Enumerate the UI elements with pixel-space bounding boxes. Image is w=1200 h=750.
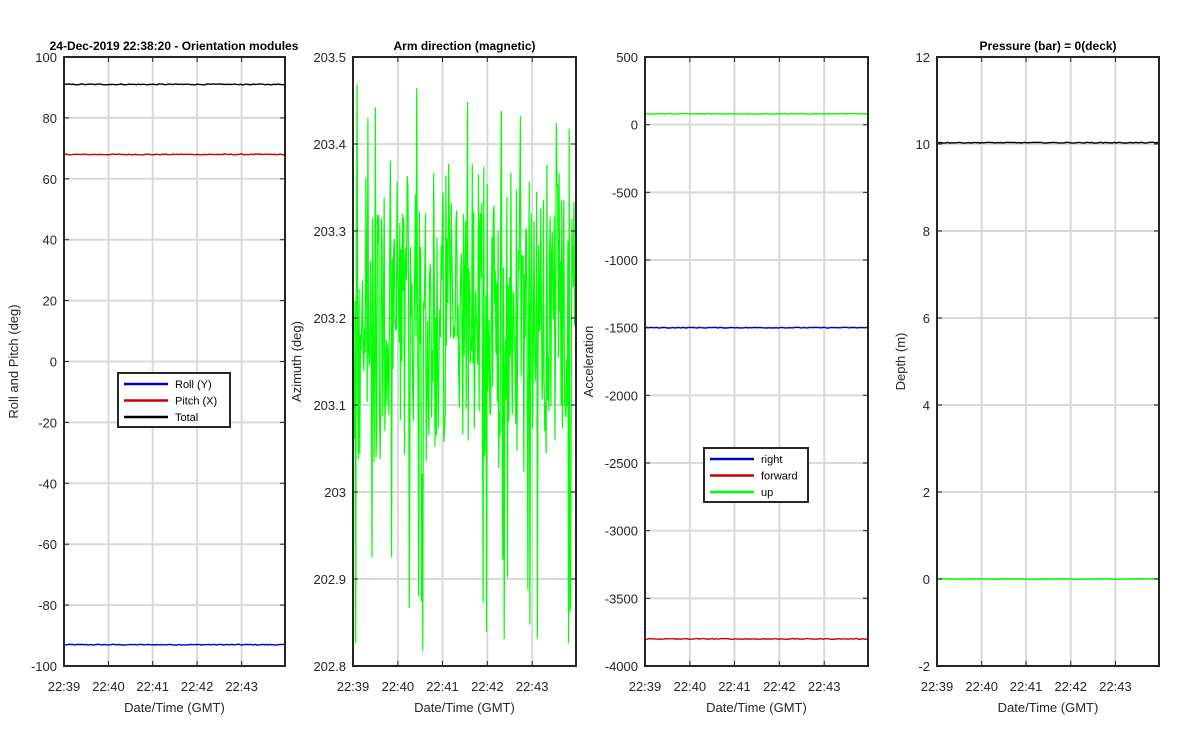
legend-label: right (761, 454, 782, 466)
roll-pitch-panel: -100 -80 -60 -40 -20 0 20 40 60 80 100 22:39 22:40 22… (6, 50, 286, 715)
y-tick-label: 12 (916, 50, 930, 65)
y-tick-label: 203.1 (313, 398, 346, 413)
x-tick-label: 22:40 (92, 679, 125, 694)
x-axis-label: Date/Time (GMT) (706, 700, 807, 715)
x-tick-label: 22:40 (965, 679, 998, 694)
y-tick-label: -2500 (605, 456, 638, 471)
series-line-s1 (936, 577, 1160, 581)
y-axis-label: Azimuth (deg) (289, 321, 304, 402)
x-tick-label: 22:41 (136, 679, 169, 694)
y-tick-label: -100 (31, 659, 57, 674)
x-tick-label: 22:39 (337, 679, 370, 694)
y-tick-label: 203 (324, 485, 346, 500)
series-line-forward (644, 637, 869, 641)
x-tick-label: 22:41 (718, 679, 751, 694)
plot-area (353, 57, 576, 666)
y-tick-label: 40 (43, 233, 57, 248)
y-tick-label: 20 (43, 294, 57, 309)
y-tick-label: 500 (616, 50, 638, 65)
y-tick-label: -2000 (605, 388, 638, 403)
y-tick-label: 2 (923, 485, 930, 500)
x-tick-label: 22:40 (382, 679, 415, 694)
y-axis-label: Roll and Pitch (deg) (6, 304, 21, 418)
y-tick-label: -20 (38, 415, 57, 430)
pressure-depth-panel: -2 0 2 4 6 8 10 12 22:39 22:40 22:41 22:42 22:43Date… (893, 39, 1160, 715)
y-tick-label: 202.8 (313, 659, 346, 674)
y-tick-label: -4000 (605, 659, 638, 674)
y-tick-label: -1000 (605, 253, 638, 268)
y-tick-label: 80 (43, 111, 57, 126)
plot-area (645, 57, 868, 666)
series-line-s0 (936, 141, 1160, 144)
x-tick-label: 22:39 (921, 679, 954, 694)
y-tick-label: 8 (923, 224, 930, 239)
y-tick-label: 203.2 (313, 311, 346, 326)
y-tick-label: -500 (612, 185, 638, 200)
axes-frame (644, 56, 869, 667)
x-tick-label: 22:43 (516, 679, 549, 694)
series-line-total (63, 83, 286, 86)
x-axis-label: Date/Time (GMT) (414, 700, 515, 715)
y-tick-label: 60 (43, 172, 57, 187)
axes-frame (352, 56, 577, 667)
legend: Roll (Y) Pitch (X) Total (117, 372, 231, 428)
series-line-right (645, 326, 869, 329)
x-axis-label: Date/Time (GMT) (124, 700, 225, 715)
y-tick-label: 0 (50, 355, 57, 370)
series-line-s0 (352, 84, 577, 651)
y-tick-label: -3000 (605, 524, 638, 539)
y-tick-label: 4 (923, 398, 930, 413)
axes-frame (936, 56, 1160, 667)
legend-label: up (761, 487, 773, 499)
y-tick-label: 100 (35, 50, 57, 65)
y-tick-label: -60 (38, 537, 57, 552)
x-tick-label: 22:40 (674, 679, 707, 694)
x-tick-label: 22:41 (426, 679, 459, 694)
y-tick-label: 202.9 (313, 572, 346, 587)
legend-label: Total (175, 412, 198, 424)
x-tick-label: 22:43 (225, 679, 258, 694)
y-tick-label: -3500 (605, 591, 638, 606)
x-tick-label: 22:39 (48, 679, 81, 694)
x-tick-label: 22:43 (1099, 679, 1132, 694)
x-axis-label: Date/Time (GMT) (998, 700, 1099, 715)
legend: right forward up (703, 447, 809, 503)
x-tick-label: 22:42 (763, 679, 796, 694)
y-axis-label: Acceleration (581, 326, 596, 398)
y-tick-label: -80 (38, 598, 57, 613)
x-tick-label: 22:43 (808, 679, 841, 694)
y-tick-label: -2 (918, 659, 930, 674)
x-tick-label: 22:42 (1054, 679, 1087, 694)
y-tick-label: 203.4 (313, 137, 346, 152)
y-tick-label: 203.5 (313, 50, 346, 65)
y-tick-label: -1500 (605, 321, 638, 336)
series-line-up (645, 112, 869, 115)
series-line-roll-y (63, 643, 286, 646)
y-tick-label: -40 (38, 476, 57, 491)
acceleration-panel: -4000 -3500 -3000 -2500 -2000 -1500 -1000 -500 0… (581, 50, 869, 715)
y-tick-label: 10 (916, 137, 930, 152)
azimuth-panel: 202.8 202.9 203 203.1 203.2 203.3 203.4 203.5 22… (289, 39, 577, 715)
panel-title: Arm direction (magnetic) (393, 39, 535, 53)
y-tick-label: 203.3 (313, 224, 346, 239)
legend-label: Roll (Y) (175, 379, 212, 391)
x-tick-label: 22:42 (181, 679, 214, 694)
legend-label: Pitch (X) (175, 396, 217, 408)
series-line-pitch-x (63, 153, 286, 156)
x-tick-label: 22:41 (1010, 679, 1043, 694)
x-tick-label: 22:39 (629, 679, 662, 694)
y-tick-label: 0 (923, 572, 930, 587)
figure-title: 24-Dec-2019 22:38:20 - Orientation modul… (50, 39, 299, 53)
y-tick-label: 0 (631, 118, 638, 133)
legend-label: forward (761, 471, 798, 483)
y-tick-label: 6 (923, 311, 930, 326)
y-axis-label: Depth (m) (893, 333, 908, 391)
plot-area (937, 57, 1159, 666)
x-tick-label: 22:42 (471, 679, 504, 694)
panel-title: Pressure (bar) = 0(deck) (979, 39, 1116, 53)
